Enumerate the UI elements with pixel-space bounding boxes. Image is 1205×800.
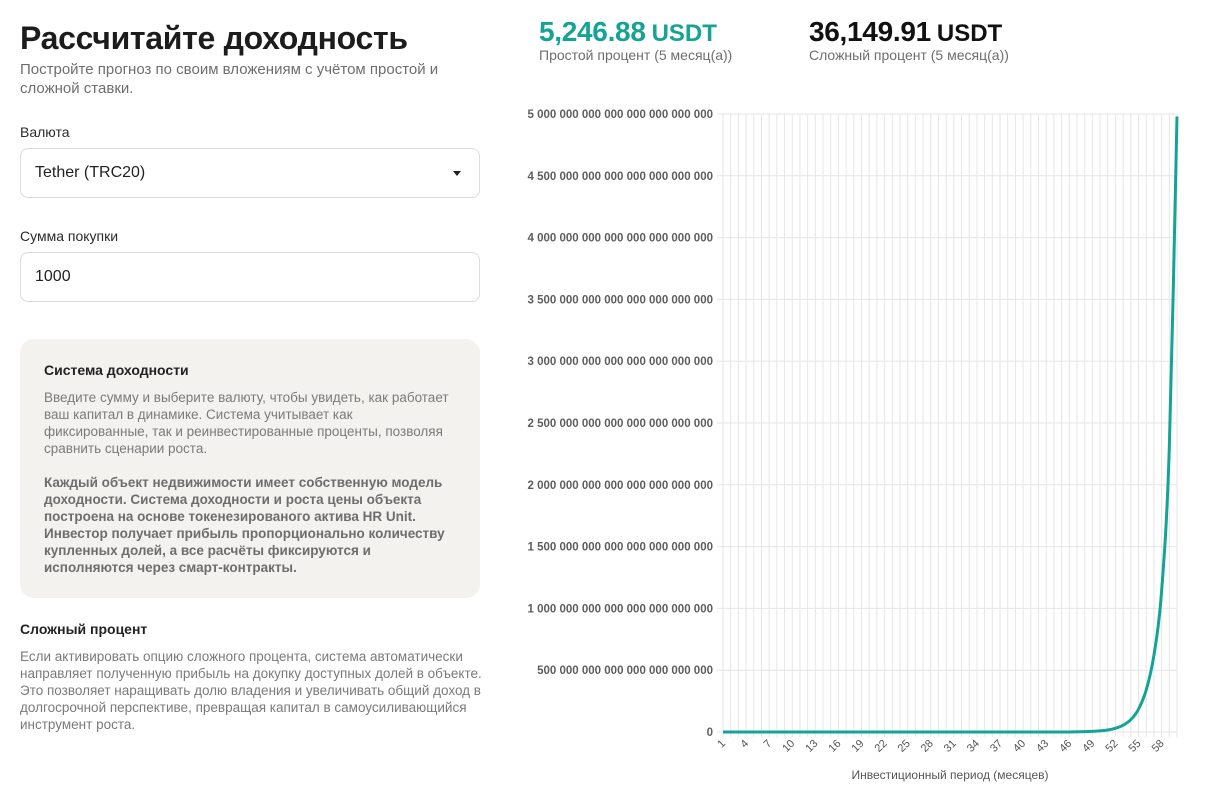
x-tick-label: 55 xyxy=(1126,738,1143,755)
currency-label: Валюта xyxy=(20,124,70,140)
compound-title: Сложный процент xyxy=(20,621,148,637)
x-tick-label: 16 xyxy=(826,738,843,755)
simple-interest-stat: 5,246.88 USDT Простой процент (5 месяц(а)… xyxy=(539,16,732,63)
x-tick-label: 49 xyxy=(1080,738,1097,755)
y-axis-ticks: 0 500 000 000 000 000 000 000 000 1 000 00… xyxy=(528,109,713,739)
x-tick-label: 31 xyxy=(942,738,959,755)
x-tick-label: 7 xyxy=(761,738,774,751)
page-subtitle: Постройте прогноз по своим вложениям с у… xyxy=(20,61,439,97)
info-card-bold-text: Каждый объект недвижимости имеет собстве… xyxy=(44,475,445,575)
compound-text: Если активировать опцию сложного процент… xyxy=(20,649,482,732)
x-axis-title: Инвестиционный период (месяцев) xyxy=(851,768,1048,782)
y-tick-label: 0 xyxy=(707,727,713,739)
chart-series xyxy=(722,116,1179,734)
x-axis-ticks: 1 4 7 10 13 16 19 22 25 28 31 34 37 40 43 46 49 52 55 58 xyxy=(715,738,1166,755)
x-tick-label: 13 xyxy=(803,738,820,755)
compound-interest-value: 36,149.91 xyxy=(809,16,931,47)
x-tick-label: 58 xyxy=(1150,738,1167,755)
x-tick-label: 40 xyxy=(1011,738,1028,755)
x-tick-label: 37 xyxy=(988,738,1005,755)
x-tick-label: 28 xyxy=(919,738,936,755)
y-tick-label: 2 000 000 000 000 000 000 000 000 xyxy=(528,480,713,492)
caret-down-icon xyxy=(453,170,461,176)
y-tick-label: 5 000 000 000 000 000 000 000 000 xyxy=(528,109,713,121)
y-tick-label: 2 500 000 000 000 000 000 000 000 xyxy=(528,418,713,430)
x-tick-label: 25 xyxy=(896,738,913,755)
page-title: Рассчитайте доходность xyxy=(20,20,408,56)
chart-grid xyxy=(717,113,1178,737)
x-tick-label: 52 xyxy=(1103,738,1120,755)
intro-block: Рассчитайте доходность Постройте прогноз… xyxy=(20,18,480,98)
x-tick-label: 46 xyxy=(1057,738,1074,755)
info-card: Система доходности Введите сумму и выбер… xyxy=(20,339,480,598)
y-tick-label: 4 500 000 000 000 000 000 000 000 xyxy=(528,171,713,183)
simple-interest-value: 5,246.88 xyxy=(539,16,646,47)
y-tick-label: 4 000 000 000 000 000 000 000 000 xyxy=(528,233,713,245)
compound-interest-unit: USDT xyxy=(936,20,1003,47)
growth-chart: 0 500 000 000 000 000 000 000 000 1 000 00… xyxy=(528,109,1179,782)
x-tick-label: 22 xyxy=(873,738,890,755)
y-tick-label: 3 500 000 000 000 000 000 000 000 xyxy=(528,294,713,306)
compound-interest-stat: 36,149.91 USDT Сложный процент (5 месяц(а… xyxy=(809,16,1009,63)
amount-label: Сумма покупки xyxy=(20,228,119,244)
simple-interest-unit: USDT xyxy=(651,20,717,47)
x-tick-label: 43 xyxy=(1034,738,1051,755)
currency-select-value: Tether (TRC20) xyxy=(35,164,146,181)
x-tick-label: 1 xyxy=(715,738,728,751)
x-tick-label: 19 xyxy=(849,738,866,755)
y-tick-label: 1 500 000 000 000 000 000 000 000 xyxy=(528,542,713,554)
compound-interest-label: Сложный процент (5 месяц(а)) xyxy=(809,47,1009,63)
info-card-title: Система доходности xyxy=(44,362,189,378)
series-line xyxy=(722,116,1179,734)
y-tick-label: 3 000 000 000 000 000 000 000 000 xyxy=(528,356,713,368)
info-card-text: Введите сумму и выберите валюту, чтобы у… xyxy=(44,390,449,456)
x-tick-label: 34 xyxy=(965,738,982,755)
y-tick-label: 500 000 000 000 000 000 000 000 xyxy=(537,665,713,677)
x-tick-label: 10 xyxy=(780,738,797,755)
x-tick-label: 4 xyxy=(738,738,751,751)
currency-select[interactable]: Tether (TRC20) xyxy=(20,148,480,198)
y-tick-label: 1 000 000 000 000 000 000 000 000 xyxy=(528,603,713,615)
simple-interest-label: Простой процент (5 месяц(а)) xyxy=(539,47,733,63)
amount-input[interactable] xyxy=(20,252,480,302)
